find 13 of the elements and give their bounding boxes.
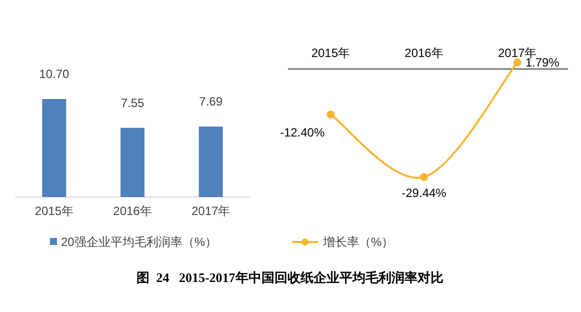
x-tick-label: 2015年: [311, 46, 350, 60]
data-label: -29.44%: [402, 186, 447, 200]
data-label: 10.70: [39, 67, 70, 81]
legend-label: 20强企业平均毛利润率（%）: [61, 235, 218, 249]
caption: 图 24 2015-2017年中国回收纸企业平均毛利润率对比: [136, 270, 444, 285]
data-label: 7.55: [120, 96, 144, 110]
x-tick-label: 2017年: [191, 204, 230, 218]
x-tick-label: 2016年: [113, 204, 152, 218]
data-label: 7.69: [199, 94, 223, 109]
x-tick-label: 2016年: [404, 46, 444, 60]
legend-label: 增长率（%）: [322, 235, 394, 249]
x-tick-label: 2015年: [34, 204, 74, 218]
data-label: -12.40%: [280, 125, 325, 140]
